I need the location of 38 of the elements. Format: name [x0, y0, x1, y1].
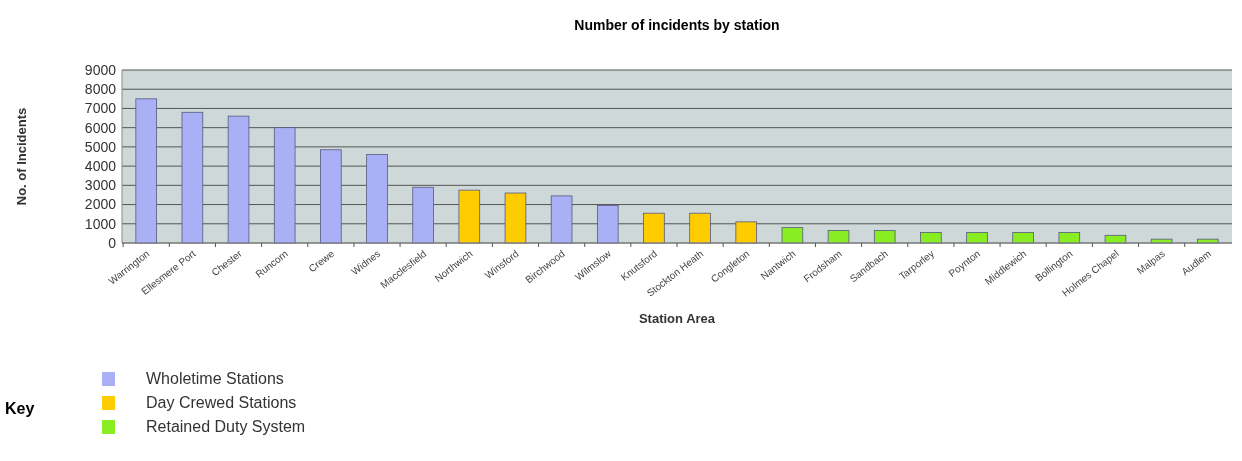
- bar: [504, 192, 527, 244]
- bar: [643, 212, 665, 244]
- y-tick-label: 8000: [84, 81, 117, 98]
- bar: [920, 232, 942, 244]
- x-axis-title: Station Area: [638, 311, 716, 326]
- bar: [320, 149, 342, 244]
- bar: [966, 232, 988, 244]
- bar: [596, 205, 619, 244]
- y-axis-title: No. of Incidents: [14, 107, 29, 206]
- bar: [873, 230, 896, 244]
- bar: [689, 212, 711, 244]
- bar: [181, 111, 204, 244]
- bar: [1012, 232, 1034, 244]
- bar: [781, 227, 804, 244]
- y-tick-label: 7000: [84, 100, 117, 117]
- bar: [550, 195, 573, 244]
- legend-title: Key: [5, 400, 35, 417]
- y-tick-label: 6000: [84, 119, 117, 136]
- bar: [827, 230, 850, 244]
- bar: [1058, 232, 1081, 244]
- y-tick-label: 9000: [84, 61, 117, 78]
- bar: [366, 154, 388, 244]
- bar: [227, 115, 250, 244]
- y-tick-label: 4000: [84, 158, 117, 175]
- chart-title: Number of incidents by station: [574, 17, 780, 33]
- y-tick-label: 2000: [84, 196, 117, 213]
- legend-label: Wholetime Stations: [146, 370, 284, 387]
- bar: [273, 127, 296, 244]
- y-tick-label: 1000: [84, 215, 117, 232]
- legend-label: Day Crewed Stations: [146, 394, 297, 411]
- bar: [735, 221, 758, 244]
- y-tick-label: 0: [108, 234, 117, 251]
- bar: [412, 186, 434, 244]
- bar: [135, 98, 158, 244]
- bar: [458, 189, 481, 244]
- y-tick-label: 3000: [84, 177, 117, 194]
- y-tick-label: 5000: [84, 138, 117, 155]
- legend-label: Retained Duty System: [146, 418, 306, 435]
